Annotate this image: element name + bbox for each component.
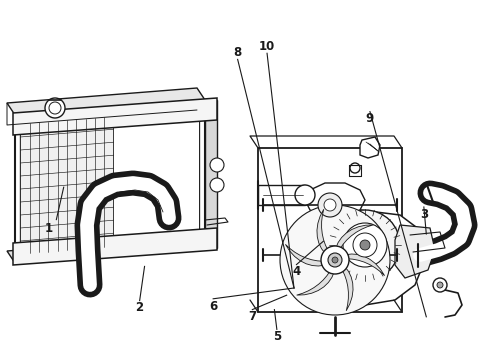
Text: 6: 6: [209, 300, 217, 312]
Circle shape: [328, 253, 342, 267]
Circle shape: [350, 163, 360, 173]
Text: 2: 2: [136, 301, 144, 314]
Polygon shape: [205, 100, 217, 248]
Circle shape: [49, 102, 61, 114]
Polygon shape: [15, 100, 205, 263]
Circle shape: [324, 199, 336, 211]
Polygon shape: [7, 236, 205, 263]
Circle shape: [210, 158, 224, 172]
Text: 4: 4: [293, 265, 300, 278]
Polygon shape: [21, 116, 114, 254]
Circle shape: [343, 223, 387, 267]
Circle shape: [318, 193, 342, 217]
Polygon shape: [342, 267, 353, 311]
Circle shape: [332, 257, 338, 263]
Polygon shape: [305, 183, 365, 217]
Polygon shape: [325, 210, 425, 305]
Polygon shape: [285, 244, 324, 266]
Circle shape: [437, 282, 443, 288]
Circle shape: [353, 233, 377, 257]
Polygon shape: [7, 88, 205, 115]
Polygon shape: [13, 98, 217, 135]
Text: 5: 5: [273, 330, 281, 343]
Circle shape: [433, 278, 447, 292]
Polygon shape: [346, 254, 385, 276]
Circle shape: [45, 98, 65, 118]
Polygon shape: [336, 225, 373, 249]
Polygon shape: [21, 109, 199, 254]
Polygon shape: [258, 185, 305, 205]
Polygon shape: [317, 209, 328, 253]
Polygon shape: [360, 137, 380, 158]
Text: 9: 9: [366, 112, 374, 125]
Circle shape: [210, 178, 224, 192]
Circle shape: [360, 240, 370, 250]
Text: 7: 7: [248, 310, 256, 323]
Polygon shape: [395, 225, 435, 278]
Polygon shape: [258, 148, 402, 312]
Polygon shape: [296, 271, 334, 295]
Polygon shape: [13, 228, 217, 265]
Circle shape: [321, 246, 349, 274]
Circle shape: [280, 205, 390, 315]
Text: 10: 10: [259, 40, 275, 53]
Text: 3: 3: [420, 208, 428, 221]
Text: 8: 8: [234, 46, 242, 59]
Circle shape: [295, 185, 315, 205]
Circle shape: [330, 210, 400, 280]
Text: 1: 1: [45, 222, 53, 235]
